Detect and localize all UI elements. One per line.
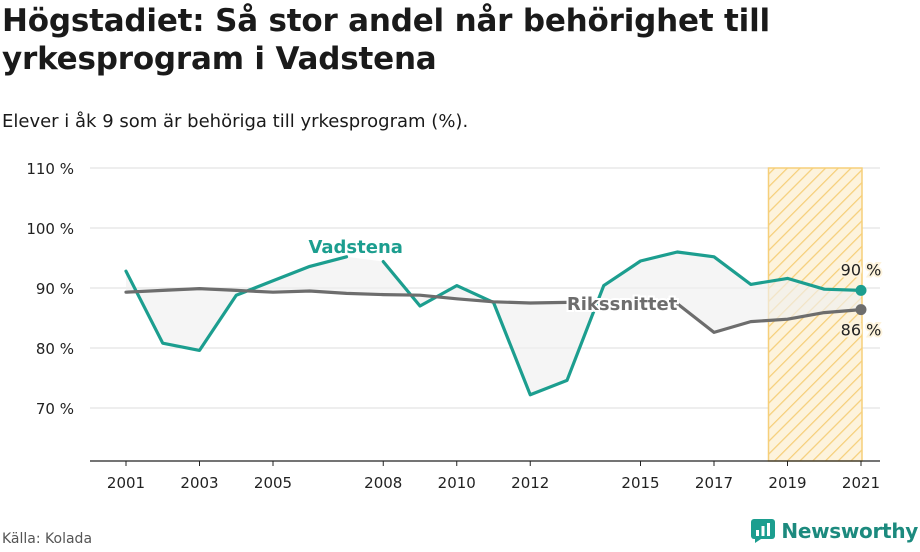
end-value-label: 86 %: [841, 321, 882, 340]
brand-logo: Newsworthy: [751, 519, 918, 543]
series-label: Rikssnittet: [567, 294, 678, 315]
x-tick-label: 2001: [107, 474, 145, 492]
x-tick-label: 2015: [621, 474, 659, 492]
newsworthy-logo-icon: [751, 519, 776, 543]
source-note: Källa: Kolada: [2, 531, 93, 547]
end-point: [855, 284, 867, 296]
chart-title: Högstadiet: Så stor andel når behörighet…: [2, 3, 770, 77]
difference-area: [126, 252, 861, 395]
y-tick-label: 80 %: [36, 340, 74, 358]
x-tick-label: 2008: [364, 474, 402, 492]
x-tick-label: 2019: [768, 474, 806, 492]
y-tick-label: 90 %: [36, 280, 74, 298]
series-line-rikssnittet: [124, 287, 863, 334]
brand-name: Newsworthy: [781, 519, 918, 543]
x-tick-label: 2010: [438, 474, 476, 492]
end-value-label: 90 %: [841, 260, 882, 279]
end-point: [855, 304, 867, 316]
y-tick-label: 100 %: [26, 220, 74, 238]
x-tick-label: 2017: [695, 474, 733, 492]
x-tick-label: 2003: [180, 474, 218, 492]
x-tick-label: 2021: [842, 474, 880, 492]
chart-subtitle: Elever i åk 9 som är behöriga till yrkes…: [2, 111, 469, 132]
y-tick-label: 70 %: [36, 400, 74, 418]
x-tick-label: 2012: [511, 474, 549, 492]
y-tick-label: 110 %: [26, 160, 74, 178]
series-line-vadstena: [124, 250, 863, 397]
series-label: Vadstena: [308, 237, 402, 258]
x-tick-label: 2005: [254, 474, 292, 492]
